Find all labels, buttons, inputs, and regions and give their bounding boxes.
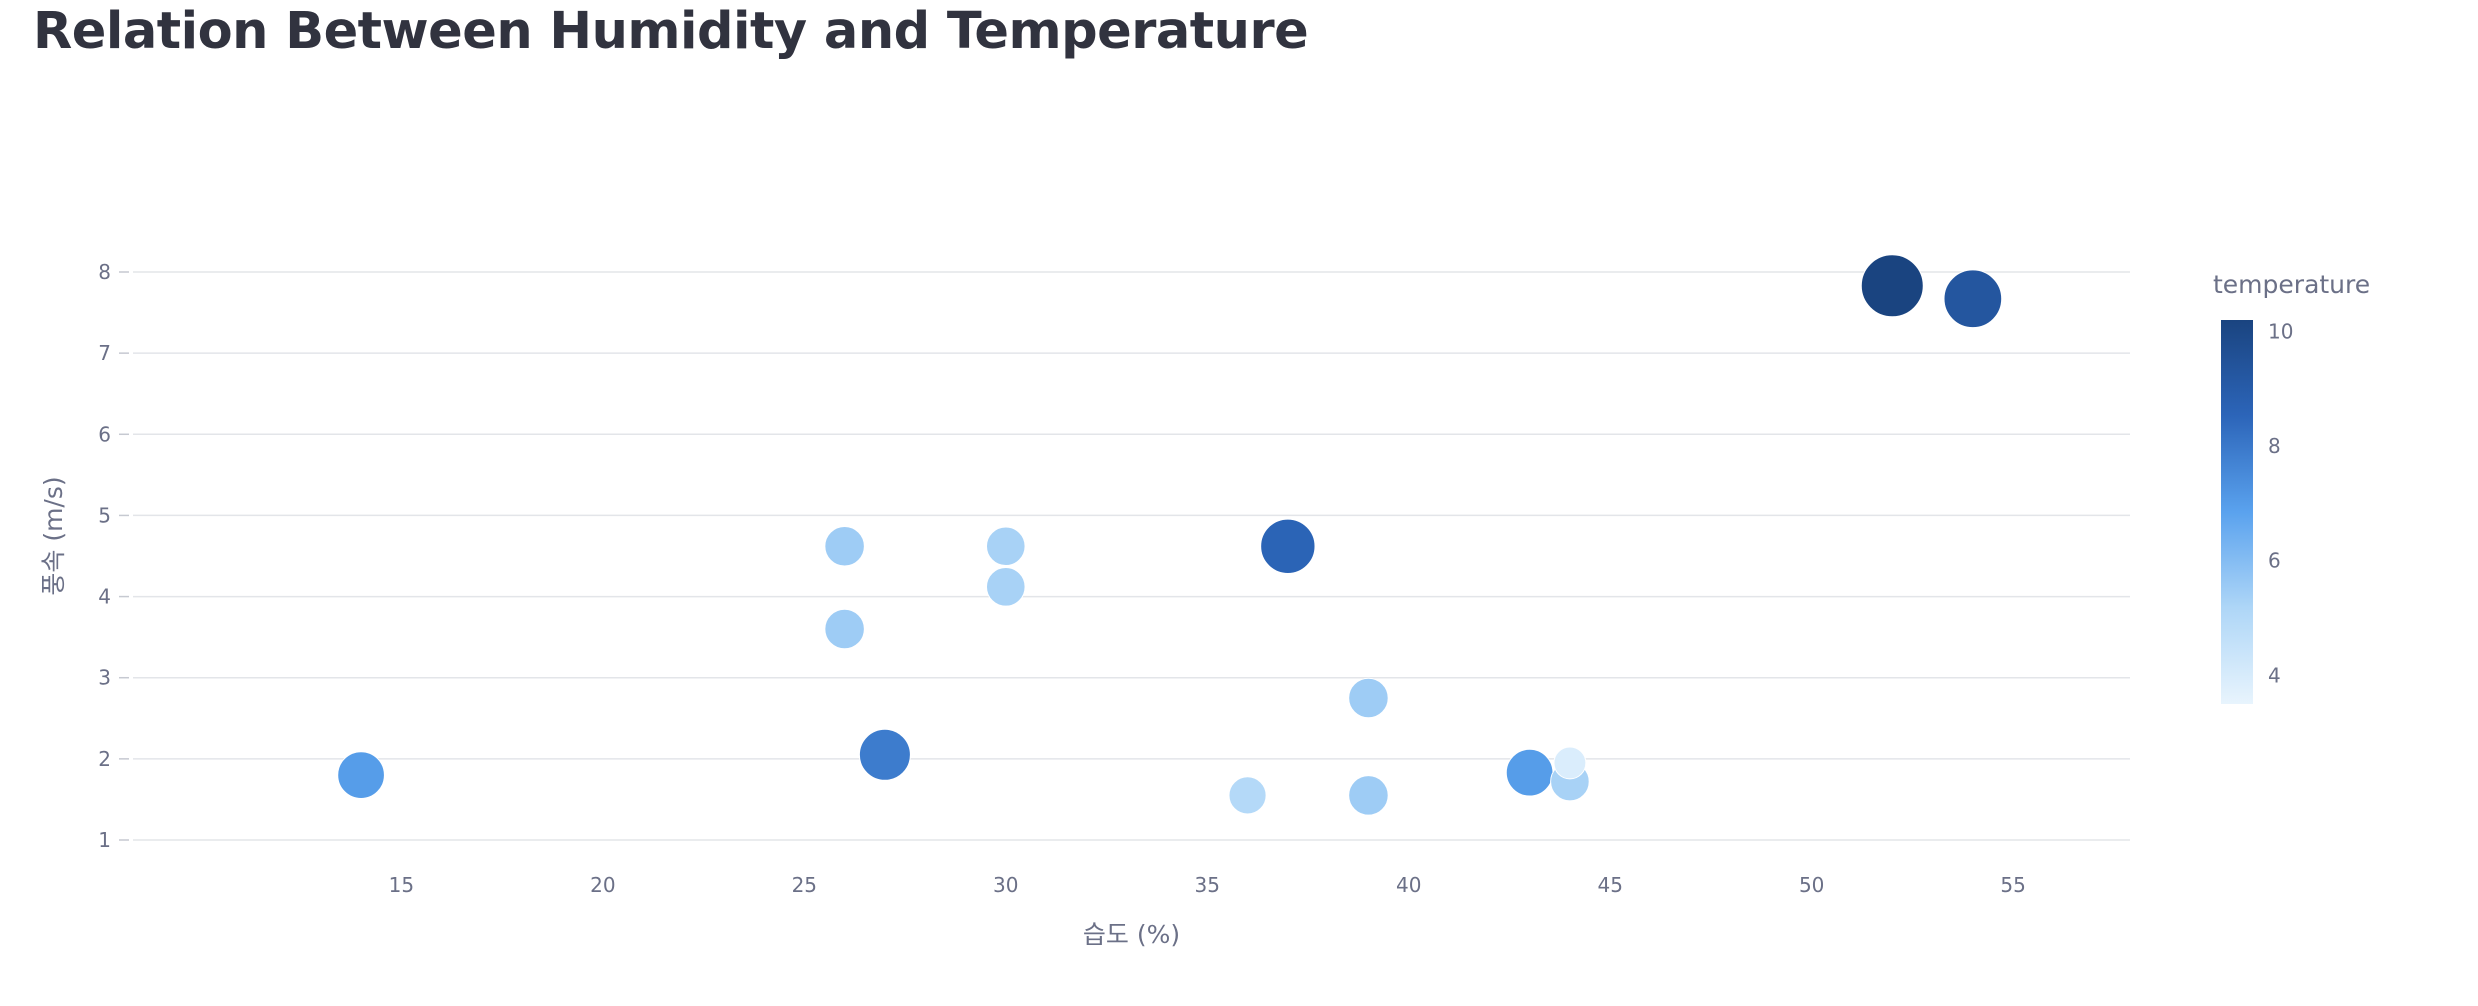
x-axis-ticks: 15 20 25 30 35 40 45 50 55	[389, 873, 2026, 897]
data-point[interactable]	[1228, 776, 1267, 815]
data-point[interactable]	[1553, 746, 1587, 780]
x-tick-label: 55	[2000, 873, 2025, 897]
data-points	[337, 254, 2003, 816]
page-title: Relation Between Humidity and Temperatur…	[33, 2, 1309, 61]
data-point[interactable]	[985, 526, 1026, 567]
data-point[interactable]	[858, 728, 911, 781]
y-axis-ticks: 1 2 3 4 5 6 7 8	[98, 260, 129, 852]
y-tick-label: 3	[98, 666, 111, 690]
y-tick-label: 1	[98, 828, 111, 852]
x-tick-label: 35	[1195, 873, 1220, 897]
y-tick-label: 7	[98, 341, 111, 365]
data-point[interactable]	[1260, 518, 1316, 574]
colorbar-tick-label: 10	[2268, 319, 2293, 343]
data-point[interactable]	[1348, 775, 1389, 816]
data-point[interactable]	[985, 567, 1026, 607]
colorbar-gradient	[2221, 320, 2253, 704]
data-point[interactable]	[824, 608, 865, 650]
x-axis-title: 습도 (%)	[1083, 920, 1180, 949]
data-point[interactable]	[1860, 254, 1924, 318]
colorbar-tick-label: 6	[2268, 549, 2281, 573]
colorbar: temperature 4 6 8 10	[2213, 270, 2370, 704]
x-tick-label: 40	[1396, 873, 1421, 897]
y-tick-label: 5	[98, 503, 111, 527]
y-tick-label: 4	[98, 585, 111, 609]
x-tick-label: 50	[1799, 873, 1824, 897]
x-tick-label: 20	[590, 873, 615, 897]
y-tick-label: 2	[98, 747, 111, 771]
colorbar-tick-label: 4	[2268, 663, 2281, 687]
x-tick-label: 15	[389, 873, 414, 897]
colorbar-title: temperature	[2213, 270, 2370, 299]
y-tick-label: 6	[98, 422, 111, 446]
data-point[interactable]	[1943, 269, 2003, 329]
y-axis-title: 풍속 (m/s)	[39, 476, 68, 595]
data-point[interactable]	[824, 525, 865, 567]
colorbar-tick-label: 8	[2268, 434, 2281, 458]
x-tick-label: 30	[993, 873, 1018, 897]
gridlines	[133, 271, 2130, 841]
colorbar-ticks: 4 6 8 10	[2268, 319, 2293, 687]
data-point[interactable]	[1348, 677, 1389, 719]
data-point[interactable]	[337, 751, 385, 799]
x-tick-label: 45	[1597, 873, 1622, 897]
data-point[interactable]	[1505, 748, 1554, 797]
x-tick-label: 25	[792, 873, 817, 897]
y-tick-label: 8	[98, 260, 111, 284]
